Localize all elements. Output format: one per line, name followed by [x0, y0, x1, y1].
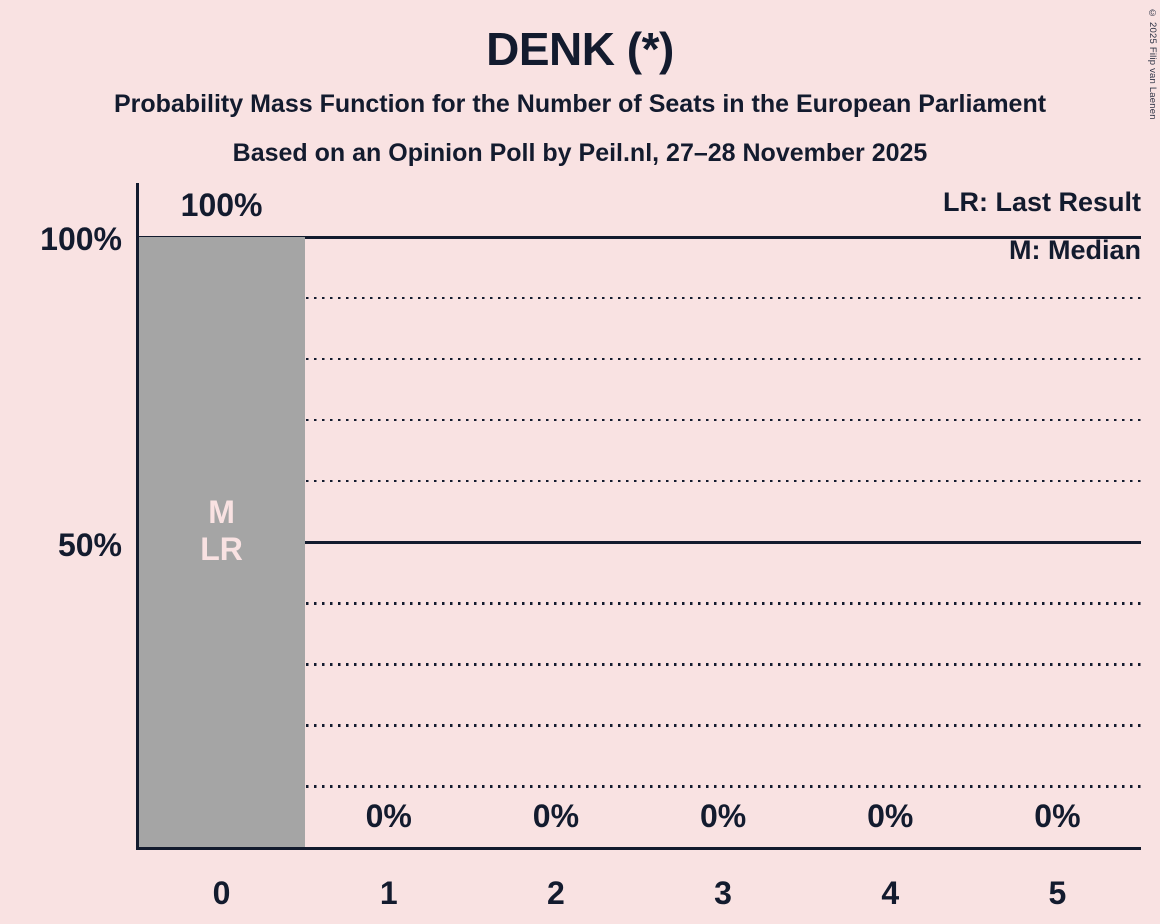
x-tick-label-0: 0 — [212, 875, 231, 911]
gridline-30pct — [138, 663, 1141, 666]
y-tick-label-100pct: 100% — [40, 221, 122, 257]
gridline-10pct — [138, 785, 1141, 788]
value-label-seats-5: 0% — [1034, 798, 1081, 834]
column-seats-4: 0% 4 — [807, 237, 974, 911]
chart-subtitle: Probability Mass Function for the Number… — [113, 90, 1047, 118]
bar-annotation-median-lastresult: M LR — [138, 494, 305, 568]
gridline-90pct — [138, 296, 1141, 300]
chart-legend: LR: Last Result M: Median — [943, 178, 1141, 274]
value-label-seats-3: 0% — [699, 798, 747, 834]
x-tick-label-5: 5 — [1048, 875, 1067, 911]
value-label-seats-4: 0% — [867, 798, 914, 834]
value-label-seats-2: 0% — [532, 798, 580, 834]
annotation-line-m: M — [208, 493, 235, 530]
value-label-seats-1: 0% — [365, 798, 412, 834]
x-tick-label-4: 4 — [881, 875, 900, 911]
legend-last-result: LR: Last Result — [942, 187, 1141, 217]
y-axis-line — [136, 183, 139, 847]
x-tick-label-2: 2 — [547, 875, 565, 911]
column-seats-1: 0% 1 — [305, 237, 472, 911]
value-label-seats-0: 100% — [180, 187, 263, 223]
gridline-100pct — [138, 235, 1141, 239]
column-seats-3: 0% 3 — [640, 237, 807, 911]
gridline-40pct — [138, 602, 1141, 605]
y-tick-label-50pct: 50% — [57, 526, 122, 563]
gridline-20pct — [138, 724, 1141, 727]
x-tick-label-3: 3 — [714, 875, 732, 911]
annotation-line-lr: LR — [200, 530, 243, 567]
gridline-70pct — [138, 418, 1141, 422]
gridline-80pct — [138, 357, 1141, 361]
copyright-notice: © 2025 Filip van Laenen — [1147, 8, 1158, 120]
gridline-60pct — [138, 479, 1141, 483]
chart-title: DENK (*) — [486, 23, 674, 75]
legend-median: M: Median — [1009, 235, 1141, 265]
x-tick-label-1: 1 — [379, 875, 398, 911]
column-seats-0: M LR 100% 0 — [138, 187, 306, 911]
gridline-50pct — [138, 541, 1141, 544]
column-seats-2: 0% 2 — [472, 237, 639, 911]
bar-seats-0: M LR — [138, 237, 306, 848]
chart-source-note: Based on an Opinion Poll by Peil.nl, 27–… — [232, 139, 928, 167]
plot-area: M LR 100% 0 0% 1 0% 2 0% 3 0% 4 0% 5 — [138, 187, 1141, 911]
column-seats-5: 0% 5 — [974, 237, 1141, 911]
x-axis-line — [136, 847, 1141, 850]
